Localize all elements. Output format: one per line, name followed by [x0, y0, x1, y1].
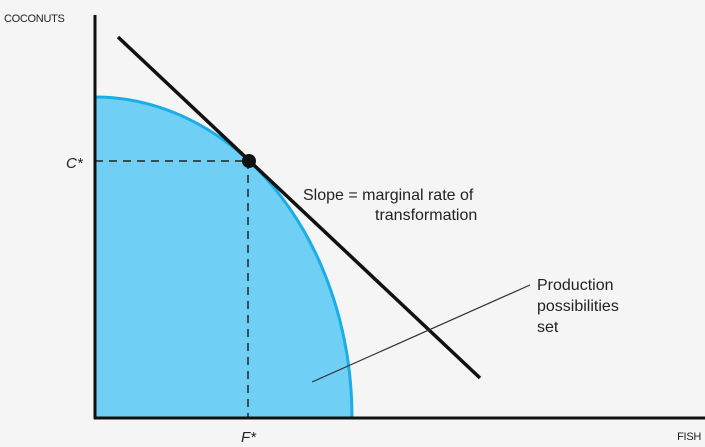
slope-annotation: Slope = marginal rate of	[303, 187, 474, 204]
tangent-point	[242, 154, 256, 168]
production-set	[95, 97, 352, 418]
c-star-label: C*	[66, 155, 84, 172]
y-axis-label: COCONUTS	[4, 13, 65, 25]
set-annotation: Production	[537, 277, 614, 294]
tangent-line	[116, 35, 482, 380]
x-axis-label: FISH	[677, 431, 701, 443]
pointer-line	[311, 284, 531, 383]
slope-annotation: transformation	[375, 207, 477, 224]
set-annotation: possibilities	[537, 298, 619, 315]
f-star-label: F*	[241, 429, 257, 446]
frontier-curve	[94, 95, 354, 419]
set-annotation: set	[537, 319, 559, 336]
